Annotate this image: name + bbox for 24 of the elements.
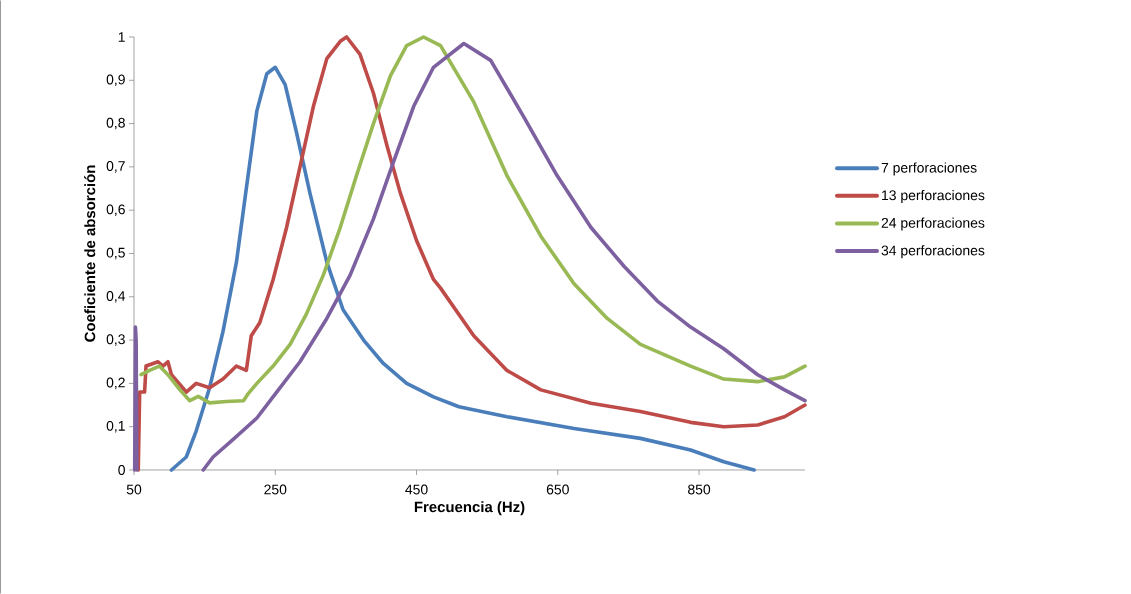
y-tick-label: 0,5: [106, 247, 125, 260]
legend-label: 13 perforaciones: [882, 189, 985, 203]
y-tick-label: 0,9: [106, 74, 125, 87]
y-tick-label: 0,4: [106, 291, 126, 303]
y-tick-label: 0,3: [106, 334, 125, 346]
y-tick-label: 0,6: [106, 204, 125, 216]
legend-label: 34 perforaciones: [881, 245, 985, 259]
line-series: [169, 65, 756, 472]
legend-label: 7 perforaciones: [881, 162, 977, 176]
x-tick-label: 250: [264, 484, 287, 495]
x-tick-label: 50: [126, 484, 142, 495]
x-tick-label: 450: [405, 484, 428, 495]
y-tick-label: 0,8: [106, 117, 125, 130]
y-tick-label: 0,2: [106, 377, 125, 390]
y-tick-label: 0,1: [106, 420, 125, 433]
legend-label: 24 perforaciones: [881, 217, 985, 231]
y-axis-title: Coeficiente de absorción: [84, 165, 96, 342]
y-tick-label: 1: [118, 32, 125, 42]
y-tick-label: 0,7: [106, 161, 125, 173]
x-tick-label: 650: [546, 484, 569, 495]
x-tick-label: 850: [688, 484, 711, 495]
x-axis-title: Frecuencia (Hz): [414, 501, 525, 516]
line-series: [139, 35, 807, 405]
y-tick-label: 0: [118, 465, 125, 475]
